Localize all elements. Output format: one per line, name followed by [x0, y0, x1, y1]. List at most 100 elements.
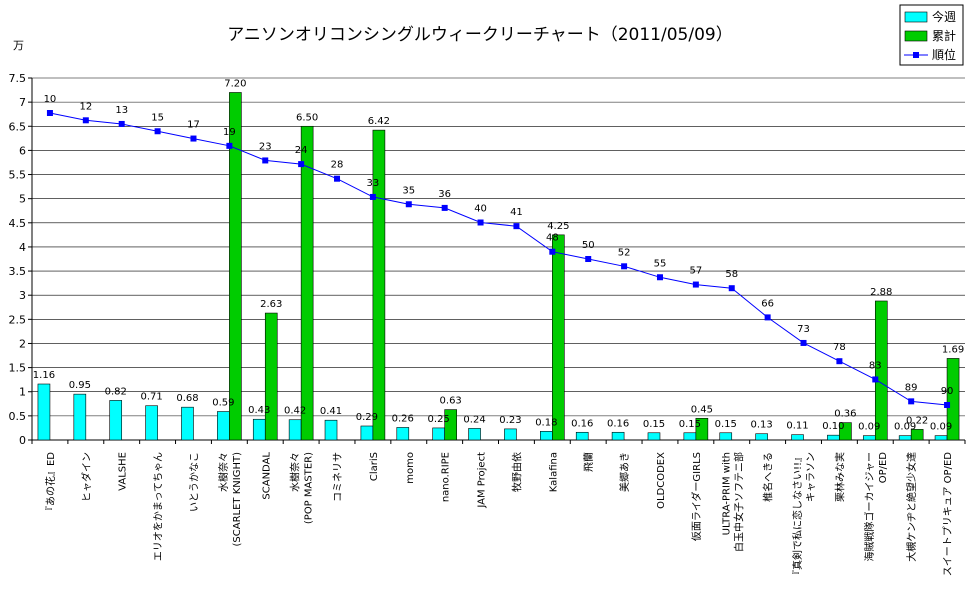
- legend-swatch: [904, 11, 928, 23]
- y-tick-label: 2: [19, 337, 26, 350]
- bar-this-week: [755, 433, 768, 441]
- rank-label: 55: [654, 258, 667, 269]
- data-labels: 1.16 0.95 0.82 0.71 0.68 0.59 7.20 0.43 2.63 0.42…: [33, 78, 964, 432]
- bar-this-week-label: 0.11: [786, 421, 808, 432]
- rank-label: 90: [941, 386, 954, 397]
- bar-this-week-label: 0.95: [69, 380, 91, 391]
- bar-cumulative: [552, 234, 565, 441]
- bar-this-week: [181, 406, 194, 441]
- rank-label: 73: [797, 324, 810, 335]
- rank-label: 24: [295, 145, 308, 156]
- bar-cumulative: [874, 300, 888, 441]
- rank-line-path: [49, 112, 948, 406]
- rank-point: [369, 193, 376, 200]
- bar-this-week: [504, 428, 517, 441]
- y-gridlines: [32, 77, 965, 417]
- category-label: 栗林みな実: [833, 452, 846, 502]
- y-tick-label: 6: [19, 144, 26, 157]
- rank-label: 52: [618, 247, 631, 258]
- bar-cumulative-label: 6.50: [296, 112, 318, 123]
- y-tick-label: 2.5: [9, 313, 27, 326]
- legend-swatch-marker: [913, 52, 919, 58]
- y-tick-label: 1: [19, 386, 26, 399]
- rank-point: [262, 157, 269, 164]
- rank-label: 78: [833, 342, 846, 353]
- bar-this-week-label: 0.16: [607, 418, 629, 429]
- rank-point: [692, 281, 699, 288]
- bar-this-week: [791, 434, 804, 441]
- rank-point: [944, 402, 951, 408]
- rank-point: [226, 142, 233, 149]
- rank-point: [82, 117, 89, 124]
- bar-cumulative-label: 7.20: [224, 78, 246, 89]
- category-label: 白玉中女子ソフテニ部: [732, 452, 745, 552]
- y-tick-label: 1.5: [9, 362, 27, 375]
- y-tick-label: 3: [19, 289, 26, 302]
- bar-this-week-label: 0.09: [858, 422, 880, 433]
- rank-label: 36: [438, 189, 451, 200]
- category-label: OP/ED: [878, 452, 889, 484]
- bar-cumulative-label: 0.22: [906, 415, 928, 426]
- rank-point: [621, 263, 628, 270]
- rank-point: [872, 376, 879, 383]
- chart-title: アニソンオリコンシングルウィークリーチャート（2011/05/09）: [227, 25, 732, 45]
- rank-point: [477, 219, 484, 226]
- bar-this-week-label: 0.42: [284, 406, 306, 417]
- bar-cumulative: [910, 429, 924, 441]
- category-label: いとうかなこ: [188, 452, 200, 512]
- rank-point: [764, 314, 771, 321]
- bar-this-week-label: 0.15: [643, 419, 665, 430]
- bar-this-week: [611, 431, 625, 441]
- category-label: 海賊戦隊ゴーカイジャー: [863, 452, 876, 562]
- bar-cumulative: [946, 358, 960, 441]
- rank-point: [513, 223, 520, 230]
- y-tick-label: 0.5: [9, 410, 27, 423]
- category-label: (SCARLET KNIGHT): [232, 452, 243, 547]
- bar-cumulative-label: 6.42: [368, 116, 390, 127]
- bar-cumulative-label: 2.63: [260, 299, 282, 310]
- bar-this-week-label: 0.24: [463, 414, 485, 425]
- category-label: momo: [405, 452, 416, 484]
- bar-this-week-label: 0.09: [930, 422, 952, 433]
- category-label: 大槻ケンヂと絶望少女達: [905, 452, 918, 562]
- y-tick-label: 7.5: [9, 72, 27, 85]
- rank-point: [549, 248, 556, 255]
- category-label: ヒャダイン: [80, 452, 93, 502]
- rank-point: [728, 285, 735, 292]
- bar-this-week-label: 0.43: [248, 405, 270, 416]
- bar-this-week-label: 0.13: [751, 420, 773, 431]
- bar-cumulative-label: 1.69: [942, 344, 964, 355]
- rank-point: [334, 175, 341, 182]
- rank-point: [585, 256, 592, 262]
- rank-point: [908, 398, 915, 405]
- bar-cumulative: [229, 92, 242, 441]
- rank-point: [118, 120, 125, 127]
- bar-this-week: [683, 432, 697, 441]
- category-label: キャラソン: [805, 452, 817, 502]
- y-tick-label: 3.5: [9, 265, 27, 278]
- category-label: エリオをかまってちゃん: [153, 452, 165, 561]
- y-axis-unit-label: 万: [13, 39, 24, 52]
- bar-cumulative-label: 4.25: [547, 221, 569, 232]
- rank-label: 58: [725, 269, 738, 280]
- bars: [37, 92, 960, 441]
- bar-cumulative: [839, 422, 852, 441]
- rank-point: [46, 110, 53, 116]
- category-label: スイートプリキュア OP/ED: [942, 452, 954, 577]
- bar-this-week: [37, 383, 51, 441]
- bar-this-week: [396, 427, 410, 441]
- bar-cumulative: [372, 129, 386, 441]
- bar-this-week: [575, 431, 589, 441]
- rank-label: 28: [331, 160, 344, 171]
- y-tick-label: 4.5: [9, 217, 27, 230]
- bar-this-week: [109, 400, 123, 441]
- rank-label: 41: [510, 207, 523, 218]
- bar-this-week: [647, 432, 661, 441]
- rank-label: 19: [223, 127, 236, 138]
- rank-label: 48: [546, 233, 559, 244]
- rank-point: [800, 339, 807, 346]
- category-label: VALSHE: [118, 452, 129, 491]
- category-label: 『真剣で私に恋しなさい!!』: [791, 452, 804, 580]
- category-label: ULTRA-PRIM with: [721, 452, 732, 535]
